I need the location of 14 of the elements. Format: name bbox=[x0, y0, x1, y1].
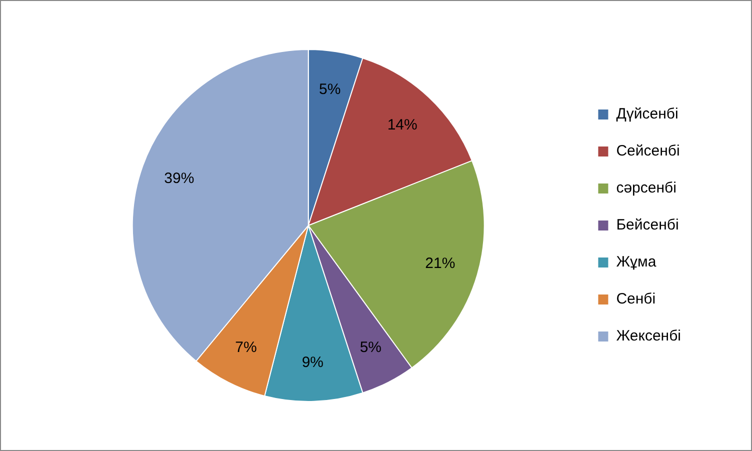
data-label: 14% bbox=[387, 116, 418, 134]
legend-label: Жексенбі bbox=[616, 328, 682, 345]
data-label: 7% bbox=[235, 338, 257, 356]
legend-label: Сейсенбі bbox=[616, 142, 680, 160]
data-label: 5% bbox=[360, 338, 382, 356]
legend-label: Сенбі bbox=[616, 290, 656, 308]
legend-label: Дүйсенбі bbox=[616, 106, 678, 123]
data-label: 21% bbox=[425, 254, 456, 272]
data-label: 5% bbox=[318, 81, 341, 98]
data-label: 39% bbox=[164, 170, 194, 188]
legend-label: сәрсенбі bbox=[616, 180, 676, 197]
legend-label: Жұма bbox=[616, 254, 657, 271]
data-label: 9% bbox=[302, 354, 324, 371]
legend-label: Бейсенбі bbox=[616, 216, 679, 234]
